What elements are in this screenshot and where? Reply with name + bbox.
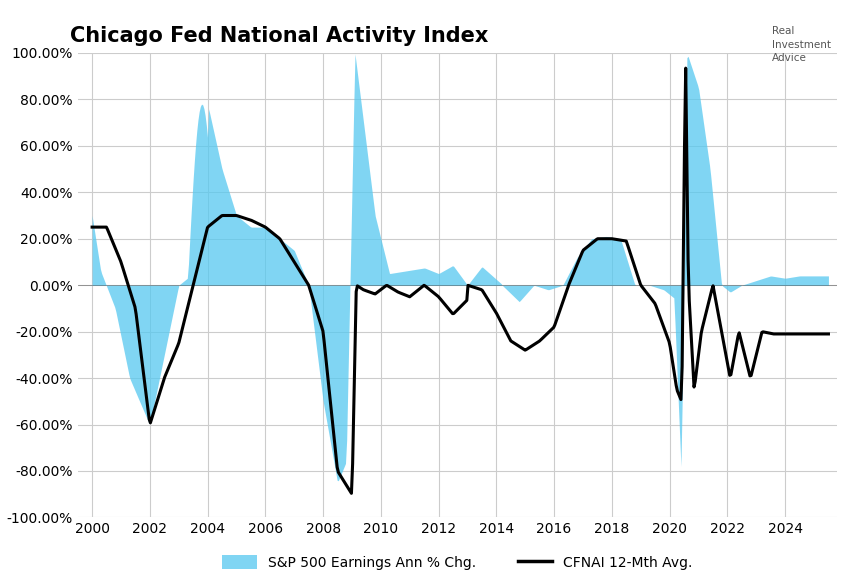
Legend: S&P 500 Earnings Ann % Chg., CFNAI 12-Mth Avg.: S&P 500 Earnings Ann % Chg., CFNAI 12-Mt…: [217, 550, 698, 576]
Text: Chicago Fed National Activity Index: Chicago Fed National Activity Index: [70, 26, 488, 46]
Text: Real
Investment
Advice: Real Investment Advice: [772, 26, 831, 63]
